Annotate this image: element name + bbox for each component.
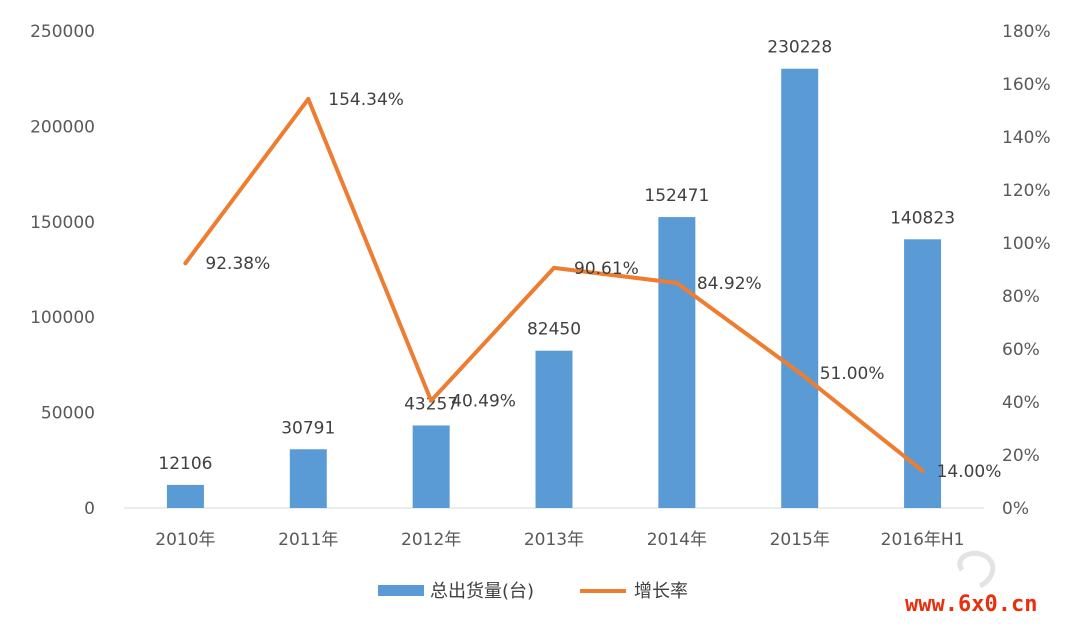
bar [781, 68, 819, 508]
line-data-label: 51.00% [820, 364, 885, 384]
bar [166, 484, 204, 508]
line-data-label: 92.38% [205, 254, 270, 274]
right-tick-label: 80% [1002, 287, 1040, 307]
line-data-label: 90.61% [574, 259, 639, 279]
right-tick-label: 60% [1002, 340, 1040, 360]
x-tick-label: 2011年 [278, 530, 338, 550]
left-axis: 0 50000 100000 150000 200000 250000 [30, 22, 95, 519]
bar-data-label: 152471 [644, 186, 709, 206]
line-data-label: 84.92% [697, 274, 762, 294]
x-tick-label: 2010年 [155, 530, 215, 550]
bar [658, 217, 696, 508]
watermark-text: www.6x0.cn [905, 592, 1037, 617]
legend-swatch-bar [378, 585, 424, 596]
right-axis: 0% 20% 40% 60% 80% 100% 120% 140% 160% 180% [1002, 22, 1051, 519]
line-point [552, 265, 556, 270]
left-tick-label: 0 [84, 499, 95, 519]
bar [535, 350, 573, 508]
right-tick-label: 140% [1002, 128, 1051, 148]
watermark: www.6x0.cn [905, 550, 1037, 617]
x-tick-label: 2014年 [647, 530, 707, 550]
right-tick-label: 40% [1002, 393, 1040, 413]
bar-data-label: 43257 [404, 394, 458, 414]
x-tick-label: 2015年 [770, 530, 830, 550]
line-point [429, 398, 434, 403]
left-tick-label: 250000 [30, 22, 95, 42]
right-tick-label: 180% [1002, 22, 1051, 42]
right-tick-label: 120% [1002, 181, 1051, 201]
line-series [183, 96, 925, 473]
right-tick-label: 0% [1002, 499, 1029, 519]
line-data-label: 14.00% [937, 462, 1002, 482]
bar-series [166, 68, 942, 508]
legend-label-line: 增长率 [634, 581, 688, 602]
bar-data-label: 230228 [767, 38, 832, 58]
line-data-label: 154.34% [328, 90, 404, 110]
x-axis: 2010年 2011年 2012年 2013年 2014年 2015年 2016年H1 [155, 530, 964, 550]
left-tick-label: 150000 [30, 213, 95, 233]
left-tick-label: 100000 [30, 308, 95, 328]
line-data-label: 40.49% [451, 392, 516, 412]
legend: 总出货量(台) 增长率 [378, 581, 688, 602]
bar-data-label: 12106 [158, 454, 212, 474]
line-point [183, 261, 188, 266]
line-point [797, 370, 802, 375]
x-tick-label: 2016年H1 [881, 530, 965, 550]
line-point [674, 280, 679, 285]
x-tick-label: 2013年 [524, 530, 584, 550]
bar [289, 449, 327, 508]
right-tick-label: 100% [1002, 234, 1051, 254]
right-tick-label: 160% [1002, 75, 1051, 95]
left-tick-label: 50000 [41, 404, 95, 424]
legend-label-bar: 总出货量(台) [430, 581, 534, 602]
left-tick-label: 200000 [30, 117, 95, 137]
bar-data-labels: 12106 30791 43257 82450 152471 230228 140823 [158, 38, 955, 474]
bar-data-label: 30791 [281, 418, 335, 438]
bar-data-label: 140823 [890, 208, 955, 228]
right-tick-label: 20% [1002, 446, 1040, 466]
x-tick-label: 2012年 [401, 530, 461, 550]
line-point [920, 468, 925, 473]
bar [412, 425, 450, 508]
bar [904, 239, 942, 508]
line-data-labels: 92.38% 154.34% 40.49% 90.61% 84.92% 51.00% 14.… [205, 90, 1001, 482]
bar-data-label: 82450 [527, 320, 581, 340]
watermark-logo-icon [957, 550, 996, 589]
line-point [306, 96, 311, 101]
